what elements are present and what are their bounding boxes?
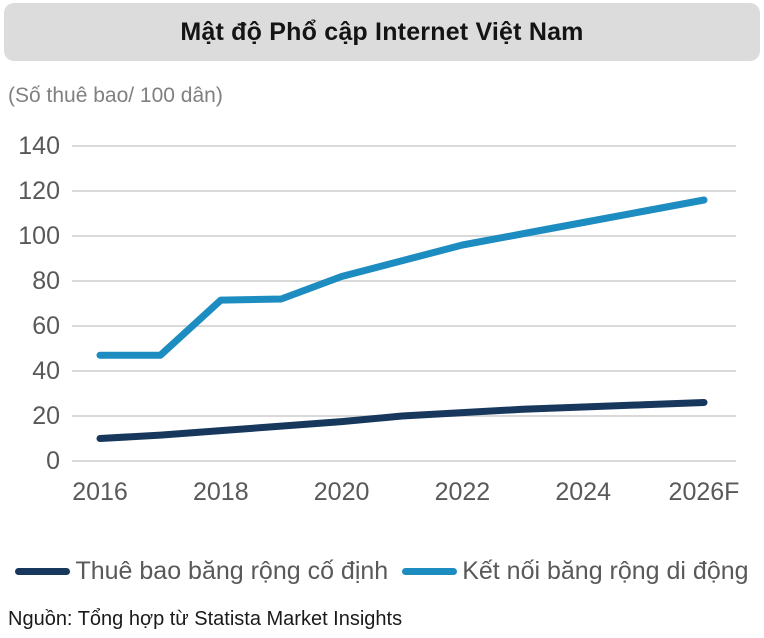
x-tick-label: 2026F — [668, 478, 740, 506]
x-tick-label: 2024 — [555, 478, 611, 506]
y-tick-label: 140 — [18, 132, 60, 160]
chart-title: Mật độ Phổ cập Internet Việt Nam — [180, 17, 584, 46]
x-tick-label: 2018 — [192, 478, 249, 506]
series-line-fixed — [96, 399, 708, 442]
y-tick-label: 80 — [32, 267, 60, 295]
y-tick-label: 60 — [32, 312, 60, 340]
chart-title-bar: Mật độ Phổ cập Internet Việt Nam — [4, 3, 760, 61]
y-tick-label: 100 — [18, 222, 60, 250]
y-tick-label: 0 — [46, 447, 60, 475]
fixed-broadband-line-swatch-icon — [15, 567, 71, 575]
series-line-mobile — [96, 196, 708, 359]
y-tick-label: 20 — [32, 402, 60, 430]
legend-item-fixed-broadband: Thuê bao băng rộng cố định — [15, 557, 388, 586]
legend-label: Thuê bao băng rộng cố định — [75, 556, 389, 585]
y-tick-label: 120 — [18, 177, 60, 205]
source-note: Nguồn: Tổng hợp từ Statista Market Insig… — [8, 608, 403, 630]
axis-unit-label: (Số thuê bao/ 100 dân) — [8, 84, 223, 107]
x-tick-label: 2022 — [434, 478, 491, 506]
legend: Thuê bao băng rộng cố định Kết nối băng … — [0, 552, 764, 590]
x-tick-label: 2016 — [72, 478, 128, 506]
legend-label: Kết nối băng rộng di động — [462, 556, 749, 585]
mobile-broadband-line-swatch-icon — [402, 567, 458, 575]
y-tick-label: 40 — [32, 357, 60, 385]
legend-item-mobile-broadband: Kết nối băng rộng di động — [402, 556, 749, 586]
x-tick-label: 2020 — [313, 478, 370, 506]
